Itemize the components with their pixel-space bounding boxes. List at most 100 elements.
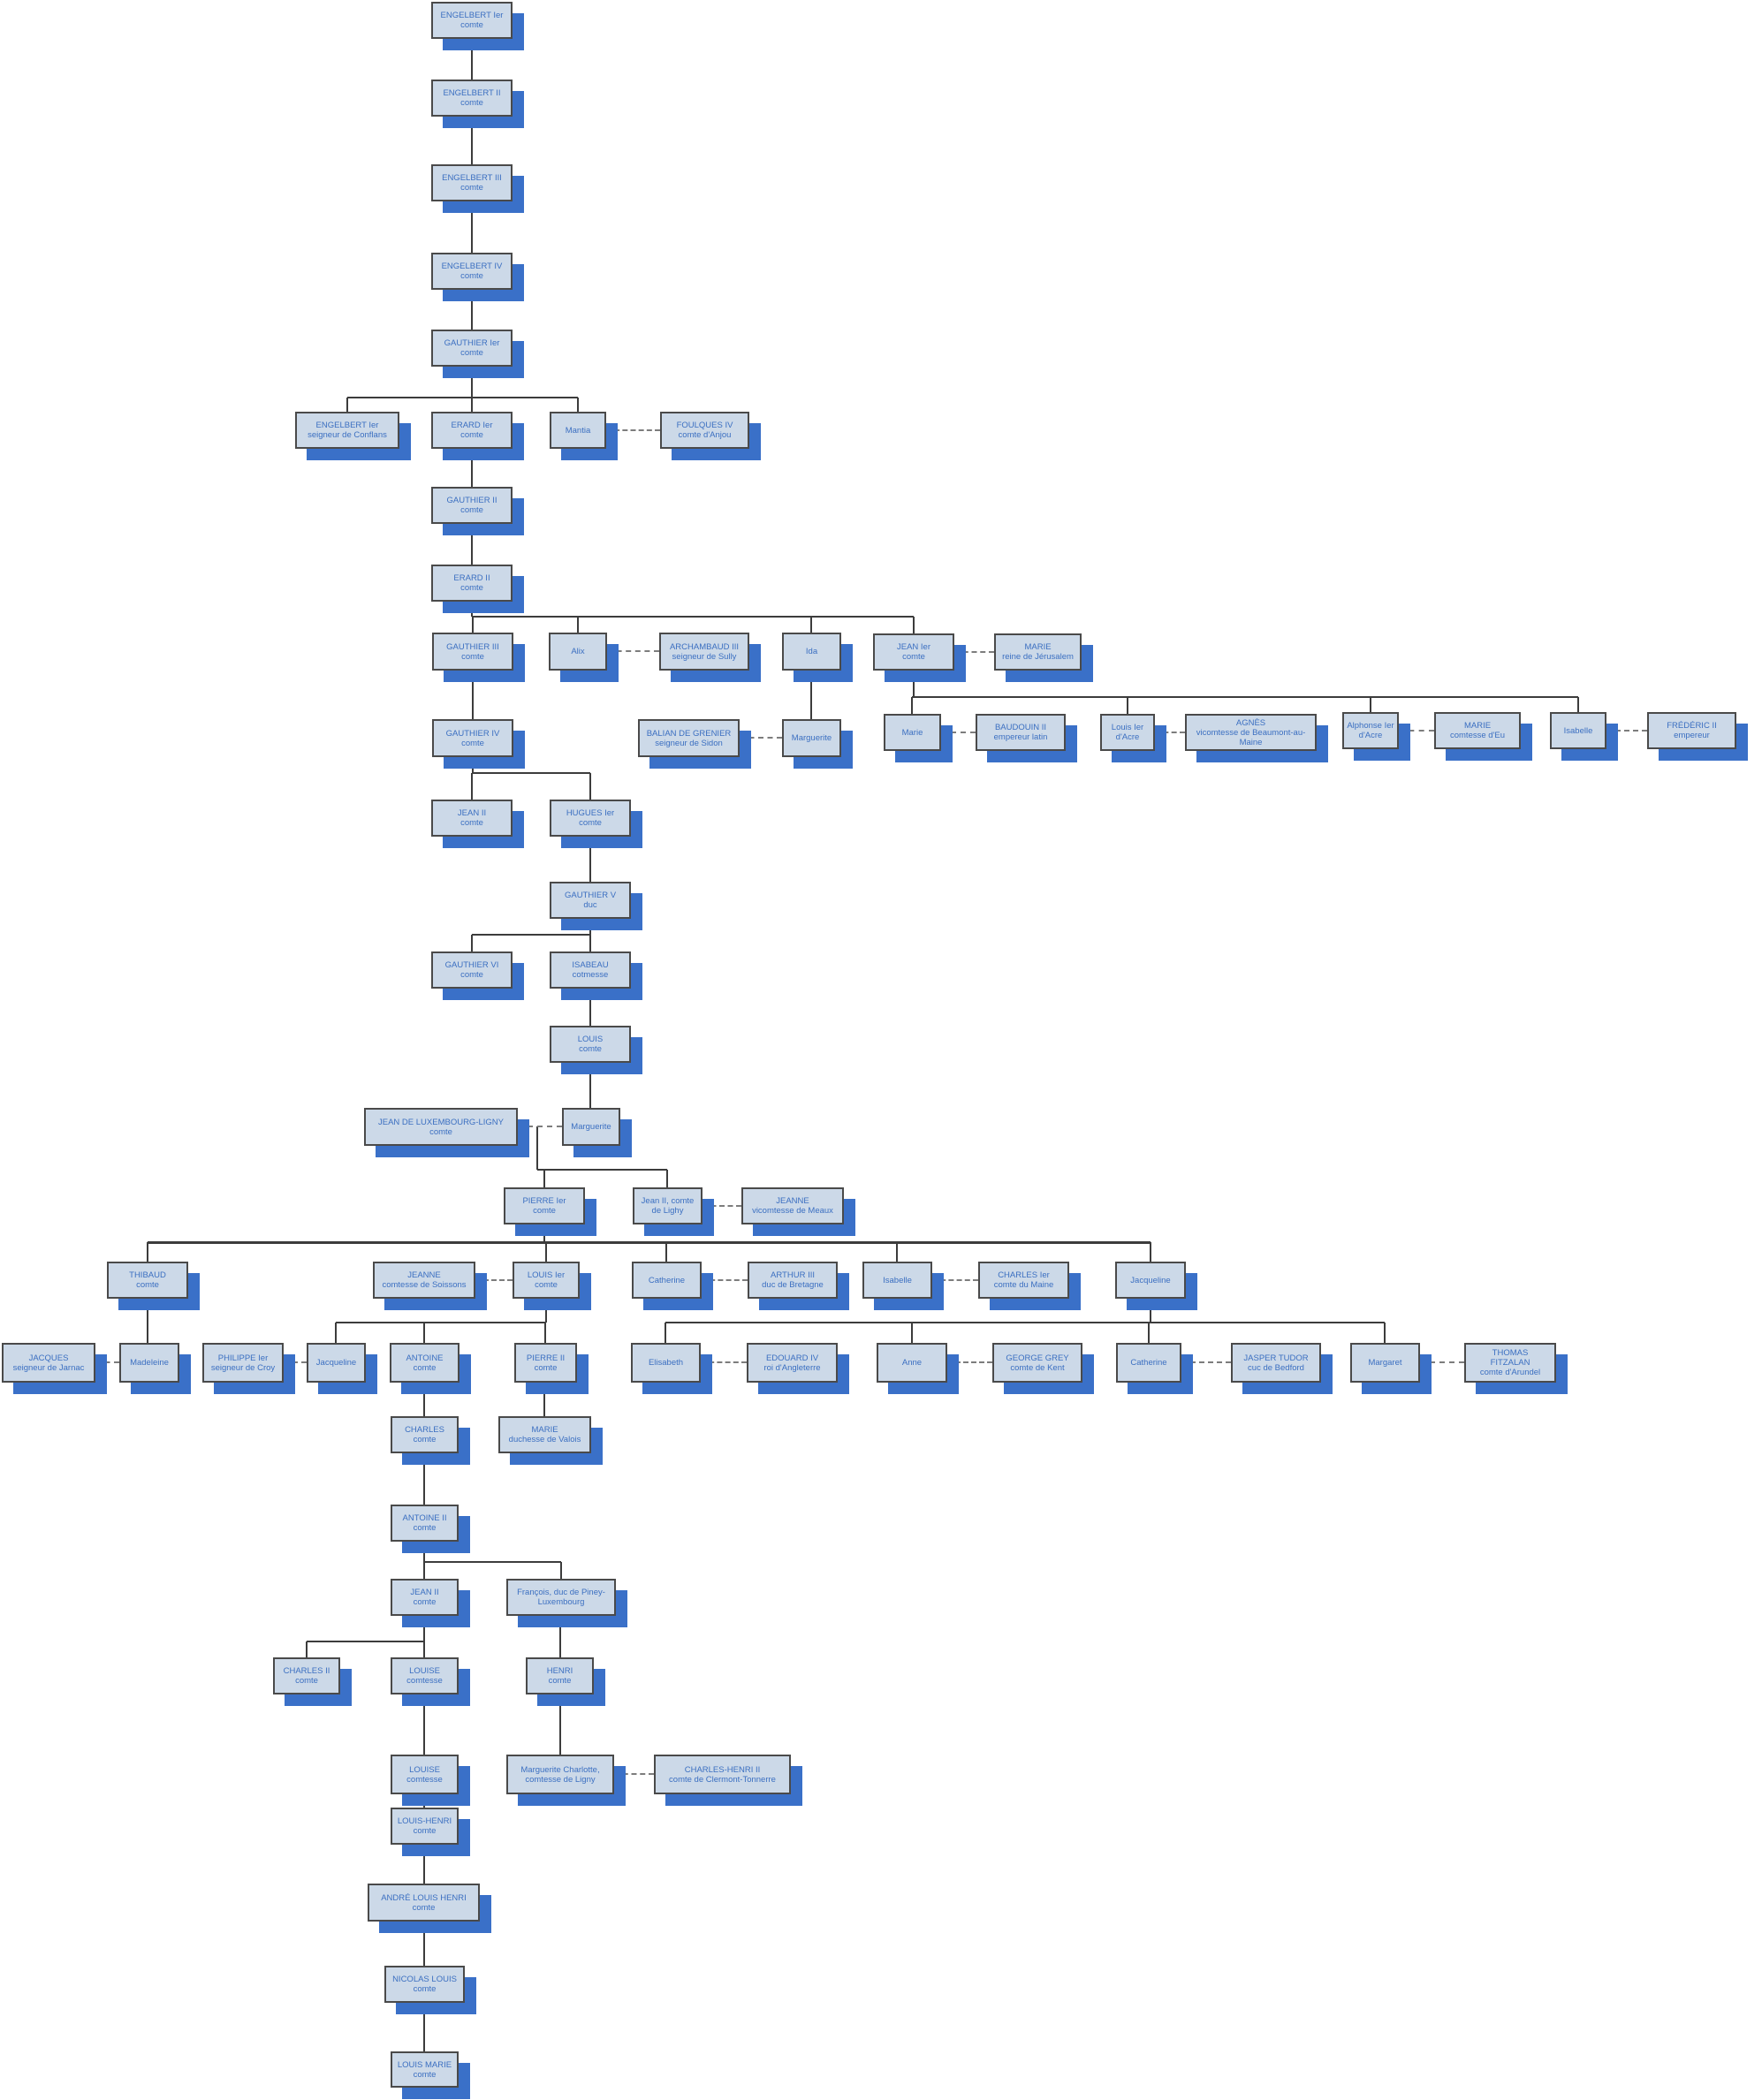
person-title: comte xyxy=(413,2069,437,2080)
tree-node-jean-2-bas: JEAN II comte xyxy=(391,1579,459,1616)
descent-line-horizontal xyxy=(347,397,578,398)
marriage-line-dashed xyxy=(941,732,976,733)
person-name: ISABEAU xyxy=(572,960,609,970)
tree-node-engelbert-4: ENGELBERT IV comte xyxy=(431,253,513,290)
descent-line-vertical xyxy=(471,524,473,565)
person-name: CHARLES II xyxy=(283,1666,330,1676)
descent-line-vertical xyxy=(577,617,579,633)
tree-node-baudouin-2: BAUDOUIN II empereur latin xyxy=(976,714,1066,751)
person-name: ERARD Ier xyxy=(451,421,493,430)
person-name: GAUTHIER V xyxy=(564,891,617,900)
person-title: seigneur de Sully xyxy=(672,651,737,662)
tree-node-philippe-croy: PHILIPPE Ier seigneur de Croy xyxy=(202,1343,284,1383)
descent-line-vertical xyxy=(423,1383,425,1416)
person-name: JEAN Ier xyxy=(896,642,930,652)
person-name: Isabelle xyxy=(1563,725,1593,736)
person-name: MARIE xyxy=(1463,721,1492,731)
marriage-line-dashed xyxy=(475,1279,513,1281)
person-name: Anne xyxy=(901,1358,923,1368)
descent-line-vertical xyxy=(1370,697,1371,714)
tree-node-engelbert-1: ENGELBERT Ier comte xyxy=(431,2,513,39)
person-title: comte xyxy=(579,818,602,828)
tree-node-jean-luxembourg: JEAN DE LUXEMBOURG-LIGNY comte xyxy=(364,1108,518,1146)
person-name: ENGELBERT Ier xyxy=(315,421,379,430)
tree-node-gauthier-1: GAUTHIER Ier comte xyxy=(431,330,513,367)
person-name: THOMAS xyxy=(1492,1348,1529,1358)
descent-line-vertical xyxy=(896,1242,898,1262)
descent-line-vertical xyxy=(589,935,591,951)
descent-line-vertical xyxy=(543,1383,545,1416)
tree-node-archambaud-3: ARCHAMBAUD III seigneur de Sully xyxy=(659,633,749,671)
person-name: ANTOINE II xyxy=(402,1513,447,1523)
person-title: Luxembourg xyxy=(537,1597,585,1607)
tree-node-louise-1: LOUISE comtesse xyxy=(391,1657,459,1694)
person-name: MARIE xyxy=(1024,642,1052,652)
person-name: CHARLES xyxy=(405,1425,444,1435)
descent-line-vertical xyxy=(666,1170,668,1187)
person-name: FRÉDÉRIC II xyxy=(1667,721,1717,731)
person-title: comte xyxy=(460,970,483,980)
person-name: JACQUES xyxy=(28,1353,69,1363)
tree-node-jeanne-meaux: JEANNE vicomtesse de Meaux xyxy=(741,1187,844,1224)
marriage-line-dashed xyxy=(614,1773,654,1775)
person-title: seigneur de Croy xyxy=(210,1362,276,1373)
person-name: JEANNE xyxy=(776,1196,809,1206)
tree-node-antoine: ANTOINE comte xyxy=(390,1343,459,1383)
descent-line-vertical xyxy=(913,617,915,633)
descent-line-vertical xyxy=(544,1323,546,1343)
tree-node-thomas-fitzalan: THOMAS FITZALAN comte d'Arundel xyxy=(1464,1343,1556,1383)
person-name: PHILIPPE Ier xyxy=(217,1353,269,1363)
person-title: comte xyxy=(413,1435,437,1444)
marriage-line-dashed xyxy=(740,737,782,739)
descent-line-vertical xyxy=(1384,1323,1386,1343)
person-name: ENGELBERT IV xyxy=(441,262,503,271)
marriage-line-dashed xyxy=(947,1361,992,1363)
person-title: comte xyxy=(413,1362,437,1373)
person-title: comtesse xyxy=(406,1774,443,1785)
person-name: GEORGE GREY xyxy=(1006,1353,1069,1363)
person-name: ENGELBERT III xyxy=(442,173,502,183)
person-title: vicomtesse de Meaux xyxy=(752,1206,833,1216)
person-name: MARIE xyxy=(531,1425,558,1435)
person-name: LOUIS xyxy=(577,1035,604,1044)
person-name: EDOUARD IV xyxy=(765,1353,819,1363)
tree-node-madeleine: Madeleine xyxy=(119,1343,179,1383)
descent-line-vertical xyxy=(589,919,591,935)
descent-line-vertical xyxy=(423,1323,425,1343)
person-name: JEAN DE LUXEMBOURG-LIGNY xyxy=(378,1117,504,1127)
person-title: comte xyxy=(413,1597,437,1607)
tree-node-charles-2: CHARLES II comte xyxy=(273,1657,340,1694)
descent-line-horizontal xyxy=(473,616,914,618)
descent-line-vertical xyxy=(423,1562,425,1579)
descent-line-vertical xyxy=(471,117,473,164)
person-name: Madeleine xyxy=(130,1358,169,1368)
marriage-line-dashed xyxy=(95,1361,119,1363)
descent-line-vertical xyxy=(423,1616,425,1641)
descent-line-vertical xyxy=(472,757,474,773)
person-name: GAUTHIER II xyxy=(446,496,497,505)
descent-line-vertical xyxy=(559,1616,561,1657)
descent-line-vertical xyxy=(423,1453,425,1505)
person-title: comte xyxy=(460,430,483,440)
person-title: comte xyxy=(413,1984,437,1994)
person-title: comte xyxy=(460,505,483,515)
descent-line-horizontal xyxy=(472,934,590,936)
descent-line-vertical xyxy=(545,1242,547,1262)
person-name: BALIAN DE GRENIER xyxy=(646,728,732,739)
person-title: comte de Clermont-Tonnerre xyxy=(669,1774,776,1785)
descent-line-vertical xyxy=(471,449,473,487)
descent-line-horizontal xyxy=(424,1561,561,1563)
person-title: duc xyxy=(583,900,597,910)
descent-line-horizontal xyxy=(912,696,1578,698)
tree-node-antoine-2: ANTOINE II comte xyxy=(391,1505,459,1542)
person-title: comte xyxy=(535,1280,558,1290)
person-name: Marguerite xyxy=(791,733,832,743)
tree-node-catherine-tudor: Catherine xyxy=(1116,1343,1181,1383)
descent-line-vertical xyxy=(913,671,915,697)
descent-line-vertical xyxy=(471,398,473,412)
person-name: Jean II, comte xyxy=(641,1196,695,1206)
person-title: comte xyxy=(579,1044,602,1054)
tree-node-engelbert-conflans: ENGELBERT Ier seigneur de Conflans xyxy=(295,412,399,449)
